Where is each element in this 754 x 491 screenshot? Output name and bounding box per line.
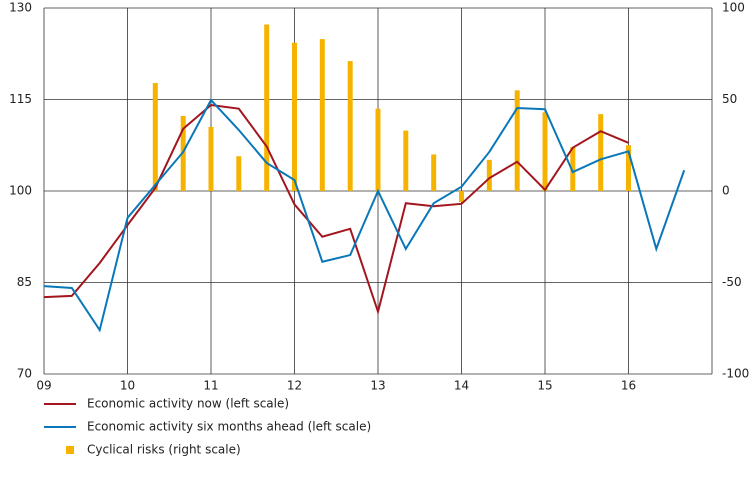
bar xyxy=(542,112,548,191)
y-tick-label: 85 xyxy=(17,275,32,289)
y-tick-label: 70 xyxy=(17,367,32,381)
x-tick-label: 13 xyxy=(370,379,385,393)
bar xyxy=(264,24,270,191)
bar xyxy=(375,108,381,191)
bar xyxy=(431,154,437,191)
legend-label: Economic activity now (left scale) xyxy=(87,397,289,411)
bar xyxy=(347,61,353,191)
y-tick-label: 115 xyxy=(9,92,32,106)
bar xyxy=(514,90,520,191)
bar xyxy=(208,126,214,191)
bar xyxy=(152,83,158,191)
x-tick-label: 10 xyxy=(120,379,135,393)
y2-tick-label: 100 xyxy=(722,1,745,15)
bar xyxy=(598,114,604,191)
line xyxy=(43,98,686,333)
bar xyxy=(626,145,631,191)
bar xyxy=(319,39,325,191)
bar xyxy=(459,191,464,202)
bar xyxy=(403,130,409,191)
legend-label: Cyclical risks (right scale) xyxy=(87,443,241,457)
x-tick-label: 12 xyxy=(287,379,302,393)
line xyxy=(43,103,629,316)
x-tick-label: 16 xyxy=(621,379,636,393)
bar xyxy=(292,42,297,191)
y2-tick-label: -50 xyxy=(722,275,742,289)
bar xyxy=(236,156,242,191)
y2-tick-label: -100 xyxy=(722,367,749,381)
y-tick-label: 130 xyxy=(9,1,32,15)
x-tick-label: 15 xyxy=(537,379,552,393)
legend-swatch xyxy=(66,446,74,454)
x-tick-label: 14 xyxy=(454,379,469,393)
bar xyxy=(570,147,576,191)
y-tick-label: 100 xyxy=(9,184,32,198)
bar xyxy=(486,159,492,191)
x-tick-label: 09 xyxy=(36,379,51,393)
legend-label: Economic activity six months ahead (left… xyxy=(87,420,371,434)
y2-tick-label: 0 xyxy=(722,184,730,198)
x-tick-label: 11 xyxy=(203,379,218,393)
y2-tick-label: 50 xyxy=(722,92,737,106)
